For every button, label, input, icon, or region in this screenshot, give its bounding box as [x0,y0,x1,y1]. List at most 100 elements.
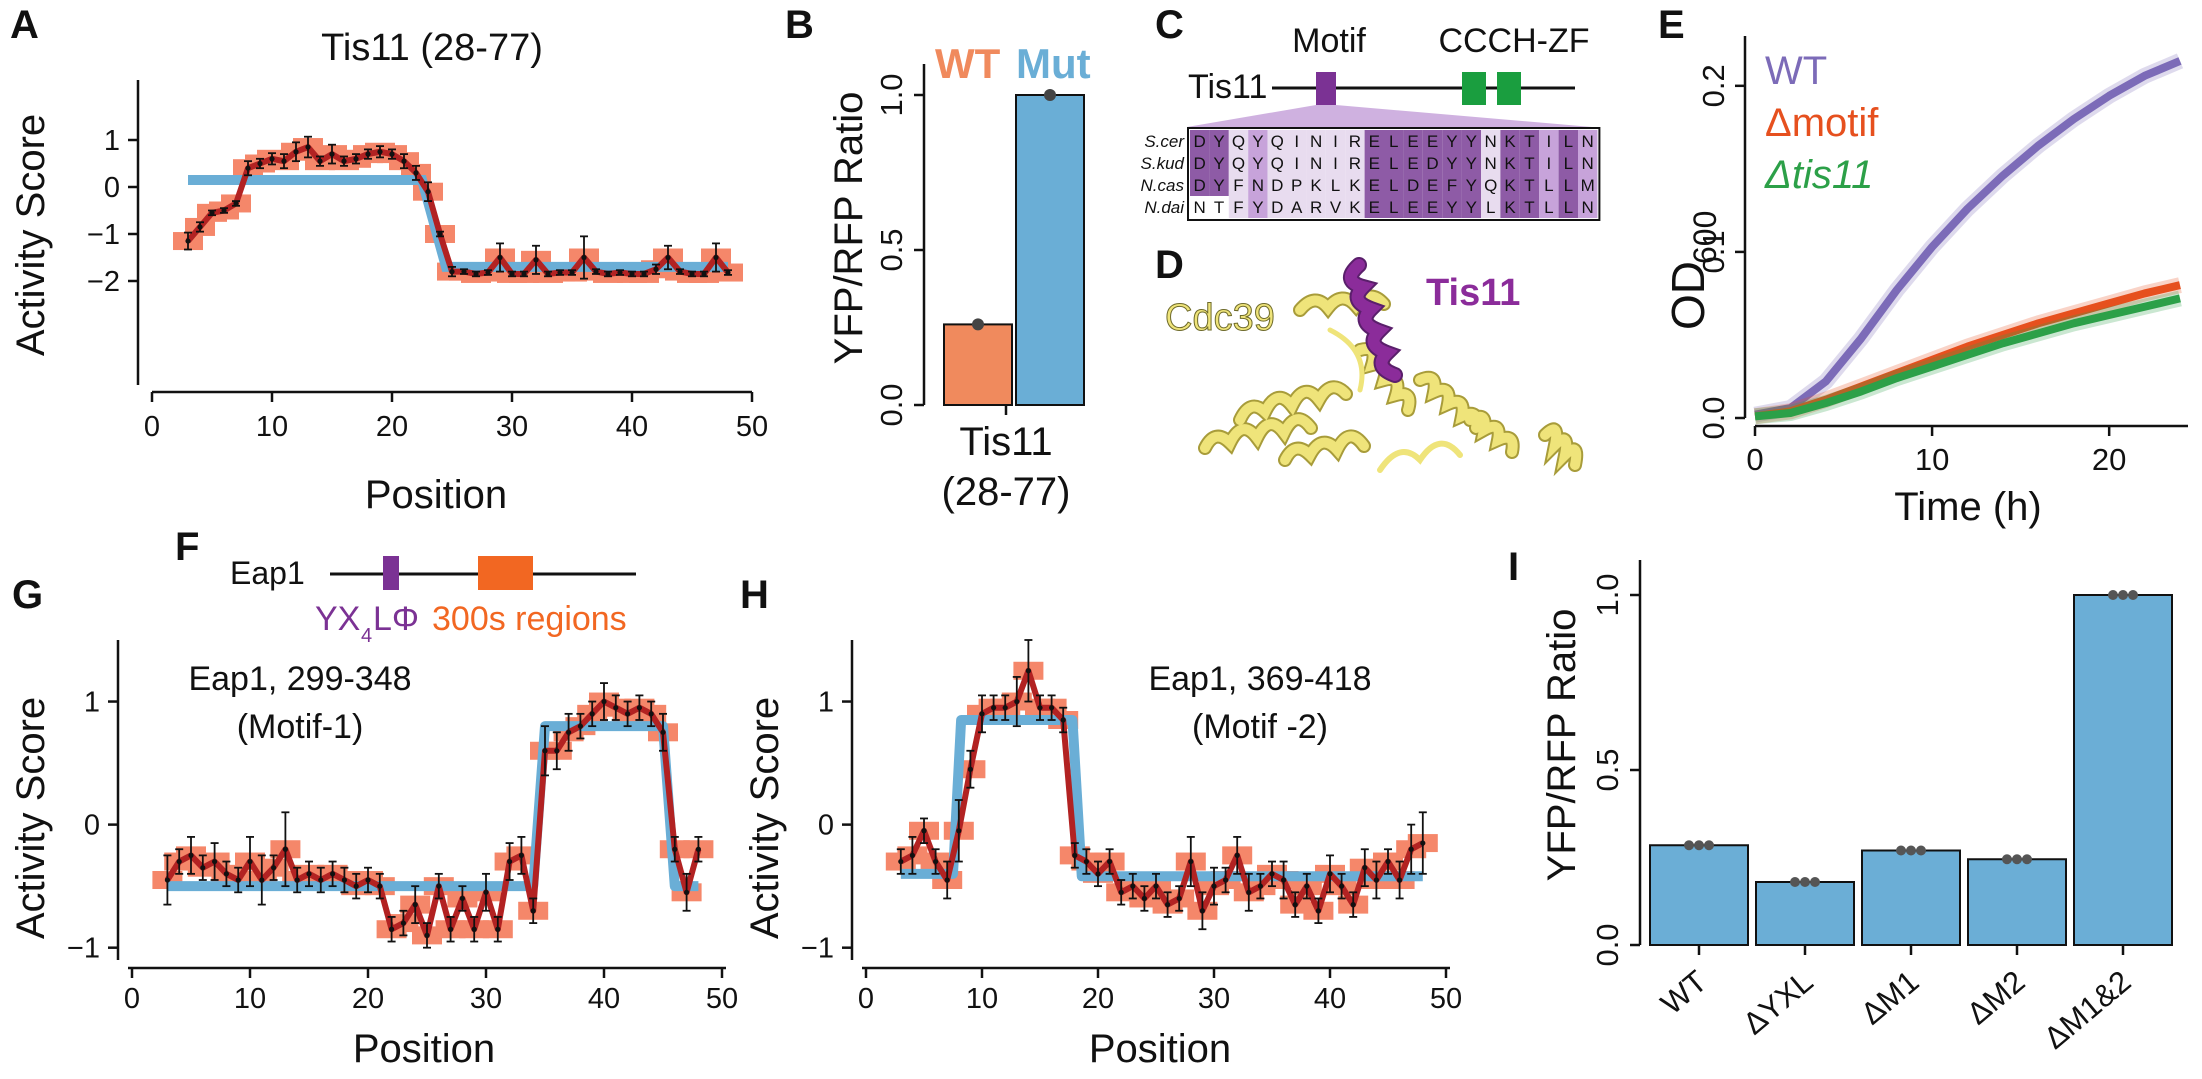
panel-a-x-label: Position [365,473,507,517]
data-point [185,238,191,244]
panel-a-y-ticks: 1 0 −1 −2 [87,125,138,298]
data-point [530,908,536,914]
data-point [589,711,595,717]
residue: T [1524,176,1534,195]
data-point [317,158,323,164]
data-point [365,877,371,883]
data-point [437,231,443,237]
residue: D [1271,176,1283,195]
data-point [281,158,287,164]
alignment-cell [1403,174,1423,196]
data-point [330,871,336,877]
data-point [1083,858,1089,865]
alignment-cell [1267,196,1287,218]
residue: T [1524,198,1534,217]
residue: Y [1213,132,1224,151]
alignment-cell [1325,174,1346,196]
alignment-cell [1345,174,1365,196]
y-tick-label: 0.5 [874,228,909,271]
residue: V [1330,198,1342,217]
residue: K [1504,176,1516,195]
alignment-cell [1384,152,1404,174]
alignment-cell [1500,130,1520,152]
replicate-point [1790,877,1800,887]
replicate-point [1704,840,1714,851]
data-point [1420,840,1426,846]
panel-g-annotation-2: (Motif-1) [237,708,364,746]
panel-h-annotation-1: Eap1, 369-418 [1148,660,1371,698]
data-point [605,271,611,277]
residue: A [1291,198,1303,217]
data-point [542,748,548,754]
panel-e: E 0 10 20 0.0 0.1 0.2 WT Δmotif Δtis11 Time (… [1658,3,2188,529]
data-point [1304,883,1310,889]
data-point [566,729,572,735]
data-point [1002,705,1008,711]
residue: Q [1232,154,1245,173]
data-point [653,266,659,272]
alignment-cell [1519,152,1540,174]
region-300s-box [478,556,533,590]
residue: K [1349,198,1361,217]
alignment-cell [1384,196,1404,218]
alignment-cell [1422,196,1443,218]
y-tick-label: 0.1 [1696,230,1731,273]
x-tick-label: 0 [144,411,160,443]
legend-delta-motif: Δmotif [1765,101,1879,145]
residue: E [1369,198,1380,217]
bar [1755,881,1855,946]
residue: M [1581,176,1595,195]
bar [1649,844,1749,946]
alignment-cell [1287,152,1307,174]
data-point [1199,908,1205,914]
data-point [1269,871,1275,877]
data-point [944,877,950,883]
zinc-finger-box-2 [1497,72,1521,105]
data-point [1014,698,1020,705]
residue: I [1547,154,1552,173]
alignment-cell [1364,130,1384,152]
data-point [401,158,407,164]
panel-a-y-label: Activity Score [9,114,53,356]
activity-trace [164,698,702,939]
data-point [1165,902,1171,908]
alignment-cell [1345,152,1365,174]
bar-wt [943,323,1013,406]
alignment-cell [1345,130,1365,152]
data-point [495,926,501,932]
data-point [641,271,647,277]
residue: Y [1446,154,1457,173]
residue: I [1547,132,1552,151]
residue: D [1426,154,1438,173]
y-tick-label: −2 [87,266,120,298]
panel-c: C Motif CCCH-ZF Tis11 S.cer D Y Q Y Q I N I R E L E E… [1141,3,1601,221]
data-point [1234,852,1240,858]
data-point [991,705,997,711]
alignment-cell [1558,130,1578,152]
residue: L [1564,154,1573,173]
data-point [461,269,467,275]
alignment-cell [1422,174,1443,196]
alignment-cell [1248,130,1268,152]
alignment-cell [1209,130,1229,152]
motif-label-end: LΦ [373,600,419,638]
data-point [318,877,324,883]
data-point [677,269,683,275]
residue: E [1369,154,1380,173]
data-point [485,269,491,276]
data-point [473,271,479,277]
residue: T [1524,132,1534,151]
fit-line [900,715,1423,882]
protein-name-eap1: Eap1 [230,555,305,591]
data-point [629,271,635,277]
data-point [569,269,575,276]
alignment-cell [1364,152,1384,174]
alignment-cell [1287,174,1307,196]
residue: K [1310,176,1322,195]
residue: L [1544,176,1553,195]
alignment-cell [1461,196,1481,218]
data-point [1315,908,1321,914]
data-point [341,877,347,883]
data-point [257,160,263,167]
